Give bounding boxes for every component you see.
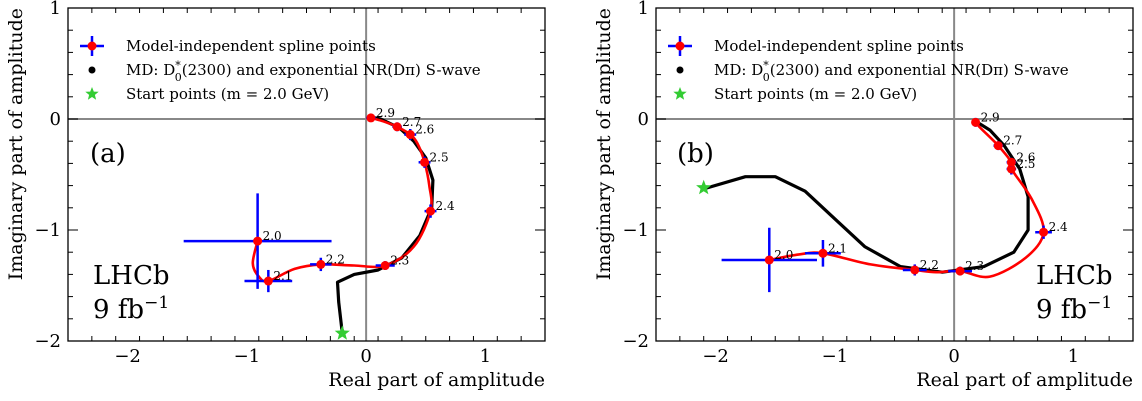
legend-entry-spline: Model-independent spline points	[714, 37, 964, 55]
y-axis-title: Imaginary part of amplitude	[593, 8, 615, 280]
legend: Model-independent spline points MD: D* 0(2…	[80, 36, 481, 103]
point-mass-label: 2.5	[1016, 157, 1035, 171]
legend-sub: 0	[175, 71, 182, 84]
x-tick-label: −1	[822, 346, 849, 367]
legend-sup: *	[763, 59, 769, 72]
legend-entry-start: Start points (m = 2.0 GeV)	[126, 85, 329, 103]
point-mass-label: 2.4	[436, 199, 455, 213]
legend-rest: (2300) and exponential NR(Dπ) S-wave	[182, 61, 481, 79]
panel-tag: (a)	[90, 139, 126, 169]
plot-frame	[67, 7, 546, 342]
x-tick-label: 1	[1068, 346, 1079, 367]
legend-point	[87, 41, 97, 51]
spline-point	[971, 117, 981, 127]
point-mass-label: 2.9	[981, 110, 1000, 124]
legend-entry-spline: Model-independent spline points	[126, 37, 376, 55]
legend-entry-model: MD: D* 0(2300) and exponential NR(Dπ) S-w…	[714, 59, 1069, 84]
legend-rest: (2300) and exponential NR(Dπ) S-wave	[770, 61, 1069, 79]
x-tick-label: −2	[702, 346, 729, 367]
spline-point	[764, 255, 774, 265]
x-axis-title: Real part of amplitude	[328, 369, 545, 391]
spline-point	[1039, 227, 1049, 237]
plot-frame	[655, 7, 1134, 342]
spline-point	[955, 266, 965, 276]
y-tick-label: −1	[34, 220, 61, 241]
spline-point	[366, 113, 376, 123]
x-tick-label: 1	[480, 346, 491, 367]
y-tick-label: −1	[622, 220, 649, 241]
x-axis-title: Real part of amplitude	[916, 369, 1133, 391]
spline-point	[253, 236, 263, 246]
legend: Model-independent spline points MD: D* 0(2…	[668, 36, 1069, 103]
luminosity-superscript: −1	[1087, 293, 1112, 313]
y-tick-label: 0	[50, 109, 61, 130]
point-mass-label: 2.1	[273, 269, 292, 283]
x-tick-label: −2	[114, 346, 141, 367]
point-mass-label: 2.4	[1049, 220, 1068, 234]
x-tick-label: 0	[948, 346, 959, 367]
spline-point	[426, 206, 436, 216]
y-axis-title: Imaginary part of amplitude	[5, 8, 27, 280]
spline-point	[1006, 164, 1016, 174]
legend-sub: 0	[763, 71, 770, 84]
legend-dot	[676, 66, 684, 74]
luminosity-superscript: −1	[144, 293, 169, 313]
spline-point	[316, 259, 326, 269]
point-mass-label: 2.0	[774, 248, 793, 262]
point-mass-label: 2.0	[263, 229, 282, 243]
y-tick-label: −2	[622, 331, 649, 352]
point-mass-label: 2.9	[376, 106, 395, 120]
lhcb-watermark: LHCb	[93, 261, 169, 291]
x-tick-label: −1	[234, 346, 261, 367]
spline-point	[993, 141, 1003, 151]
point-mass-label: 2.2	[920, 258, 939, 272]
point-mass-label: 2.7	[402, 115, 421, 129]
lhcb-watermark: LHCb	[1036, 261, 1112, 291]
point-mass-label: 2.7	[1003, 134, 1022, 148]
spline-point	[420, 157, 430, 167]
y-tick-label: 0	[638, 109, 649, 130]
luminosity-label: 9 fb−1	[1036, 293, 1112, 325]
panel-tag: (b)	[677, 139, 714, 169]
spline-curve	[769, 121, 1045, 279]
start-point-star	[334, 325, 350, 340]
spline-point	[1006, 157, 1016, 167]
point-mass-label: 2.2	[326, 252, 345, 266]
point-mass-label: 2.1	[828, 241, 847, 255]
model-curve	[703, 119, 1030, 274]
legend-dot	[88, 66, 96, 74]
luminosity-label: 9 fb−1	[93, 293, 169, 325]
point-mass-label: 2.3	[965, 259, 984, 273]
spline-point	[263, 276, 273, 286]
legend-entry-model: MD: D* 0(2300) and exponential NR(Dπ) S-w…	[126, 59, 481, 84]
spline-point	[910, 265, 920, 275]
point-mass-label: 2.5	[430, 150, 449, 164]
y-tick-label: −2	[34, 331, 61, 352]
x-tick-label: 0	[360, 346, 371, 367]
y-tick-label: 1	[638, 0, 649, 19]
start-point-star	[696, 179, 712, 195]
point-mass-label: 2.6	[1016, 150, 1035, 164]
legend-star	[85, 87, 99, 100]
point-mass-label: 2.6	[415, 123, 434, 137]
legend-sup: *	[175, 59, 181, 72]
spline-point	[380, 261, 390, 271]
spline-point	[405, 130, 415, 140]
model-curve	[335, 115, 435, 334]
spline-point	[392, 122, 402, 132]
legend-point	[675, 41, 685, 51]
legend-entry-start: Start points (m = 2.0 GeV)	[714, 85, 917, 103]
y-tick-label: 1	[50, 0, 61, 19]
spline-point	[818, 248, 828, 258]
point-mass-label: 2.3	[390, 254, 409, 268]
legend-star	[673, 87, 687, 100]
